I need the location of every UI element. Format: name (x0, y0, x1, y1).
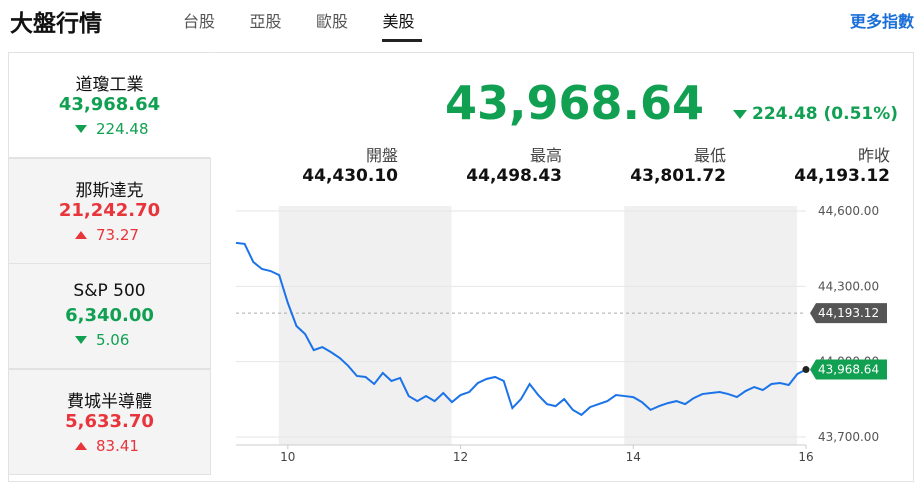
arrow-icon (75, 230, 87, 239)
x-tick-label: 14 (626, 450, 641, 464)
index-name: 道瓊工業 (75, 75, 144, 95)
market-tab[interactable]: 亞股 (249, 12, 282, 31)
arrow-icon (75, 441, 87, 450)
last-price-tag: 43,968.64 (818, 363, 879, 377)
market-tab[interactable]: 台股 (183, 12, 216, 31)
more-link[interactable]: 更多指數 (849, 12, 914, 31)
index-name: 費城半導體 (67, 391, 152, 412)
index-card[interactable] (8, 52, 211, 158)
stat-value: 44,498.43 (466, 166, 562, 186)
stat-label: 最高 (529, 146, 562, 165)
arrow-icon (733, 110, 747, 119)
stat-value: 43,801.72 (630, 166, 726, 186)
stat-value: 44,193.12 (794, 166, 890, 186)
last-point (802, 366, 810, 374)
market-tab[interactable]: 歐股 (316, 12, 349, 31)
index-name: S&P 500 (73, 281, 146, 301)
last-price-tag-bg (810, 359, 887, 380)
y-tick-label: 43,700.00 (818, 430, 879, 444)
prev-close-tag: 44,193.12 (818, 306, 879, 320)
arrow-icon (75, 336, 87, 344)
price-line (235, 241, 807, 417)
index-change: 73.27 (96, 225, 139, 244)
arrow-icon (75, 125, 87, 133)
quote-price: 43,968.64 (445, 76, 704, 130)
session-band (278, 206, 452, 445)
index-change: 83.41 (96, 436, 139, 455)
index-change: 224.48 (96, 120, 149, 138)
index-price: 43,968.64 (58, 94, 161, 115)
prev-close-tag-bg (810, 303, 887, 324)
stat-label: 昨收 (857, 146, 890, 165)
quote-change: 224.48 (0.51%) (752, 104, 899, 124)
stat-label: 最低 (693, 146, 726, 165)
index-price: 21,242.70 (58, 199, 161, 221)
index-name: 那斯達克 (75, 180, 144, 201)
stat-value: 44,430.10 (302, 166, 398, 186)
y-tick-label: 44,300.00 (818, 279, 879, 293)
active-tab-underline (382, 39, 422, 42)
index-card[interactable] (8, 157, 211, 264)
x-tick-label: 10 (280, 450, 295, 464)
session-band (624, 206, 797, 445)
x-tick-label: 12 (453, 450, 468, 464)
market-tab[interactable]: 美股 (382, 12, 415, 31)
index-price: 5,633.70 (65, 410, 154, 432)
x-tick-label: 16 (798, 450, 813, 464)
index-price: 6,340.00 (65, 305, 154, 326)
index-change: 5.06 (96, 331, 130, 349)
page-title: 大盤行情 (10, 11, 102, 37)
y-tick-label: 44,600.00 (818, 204, 879, 218)
stat-label: 開盤 (365, 146, 398, 165)
index-card[interactable] (8, 263, 211, 369)
